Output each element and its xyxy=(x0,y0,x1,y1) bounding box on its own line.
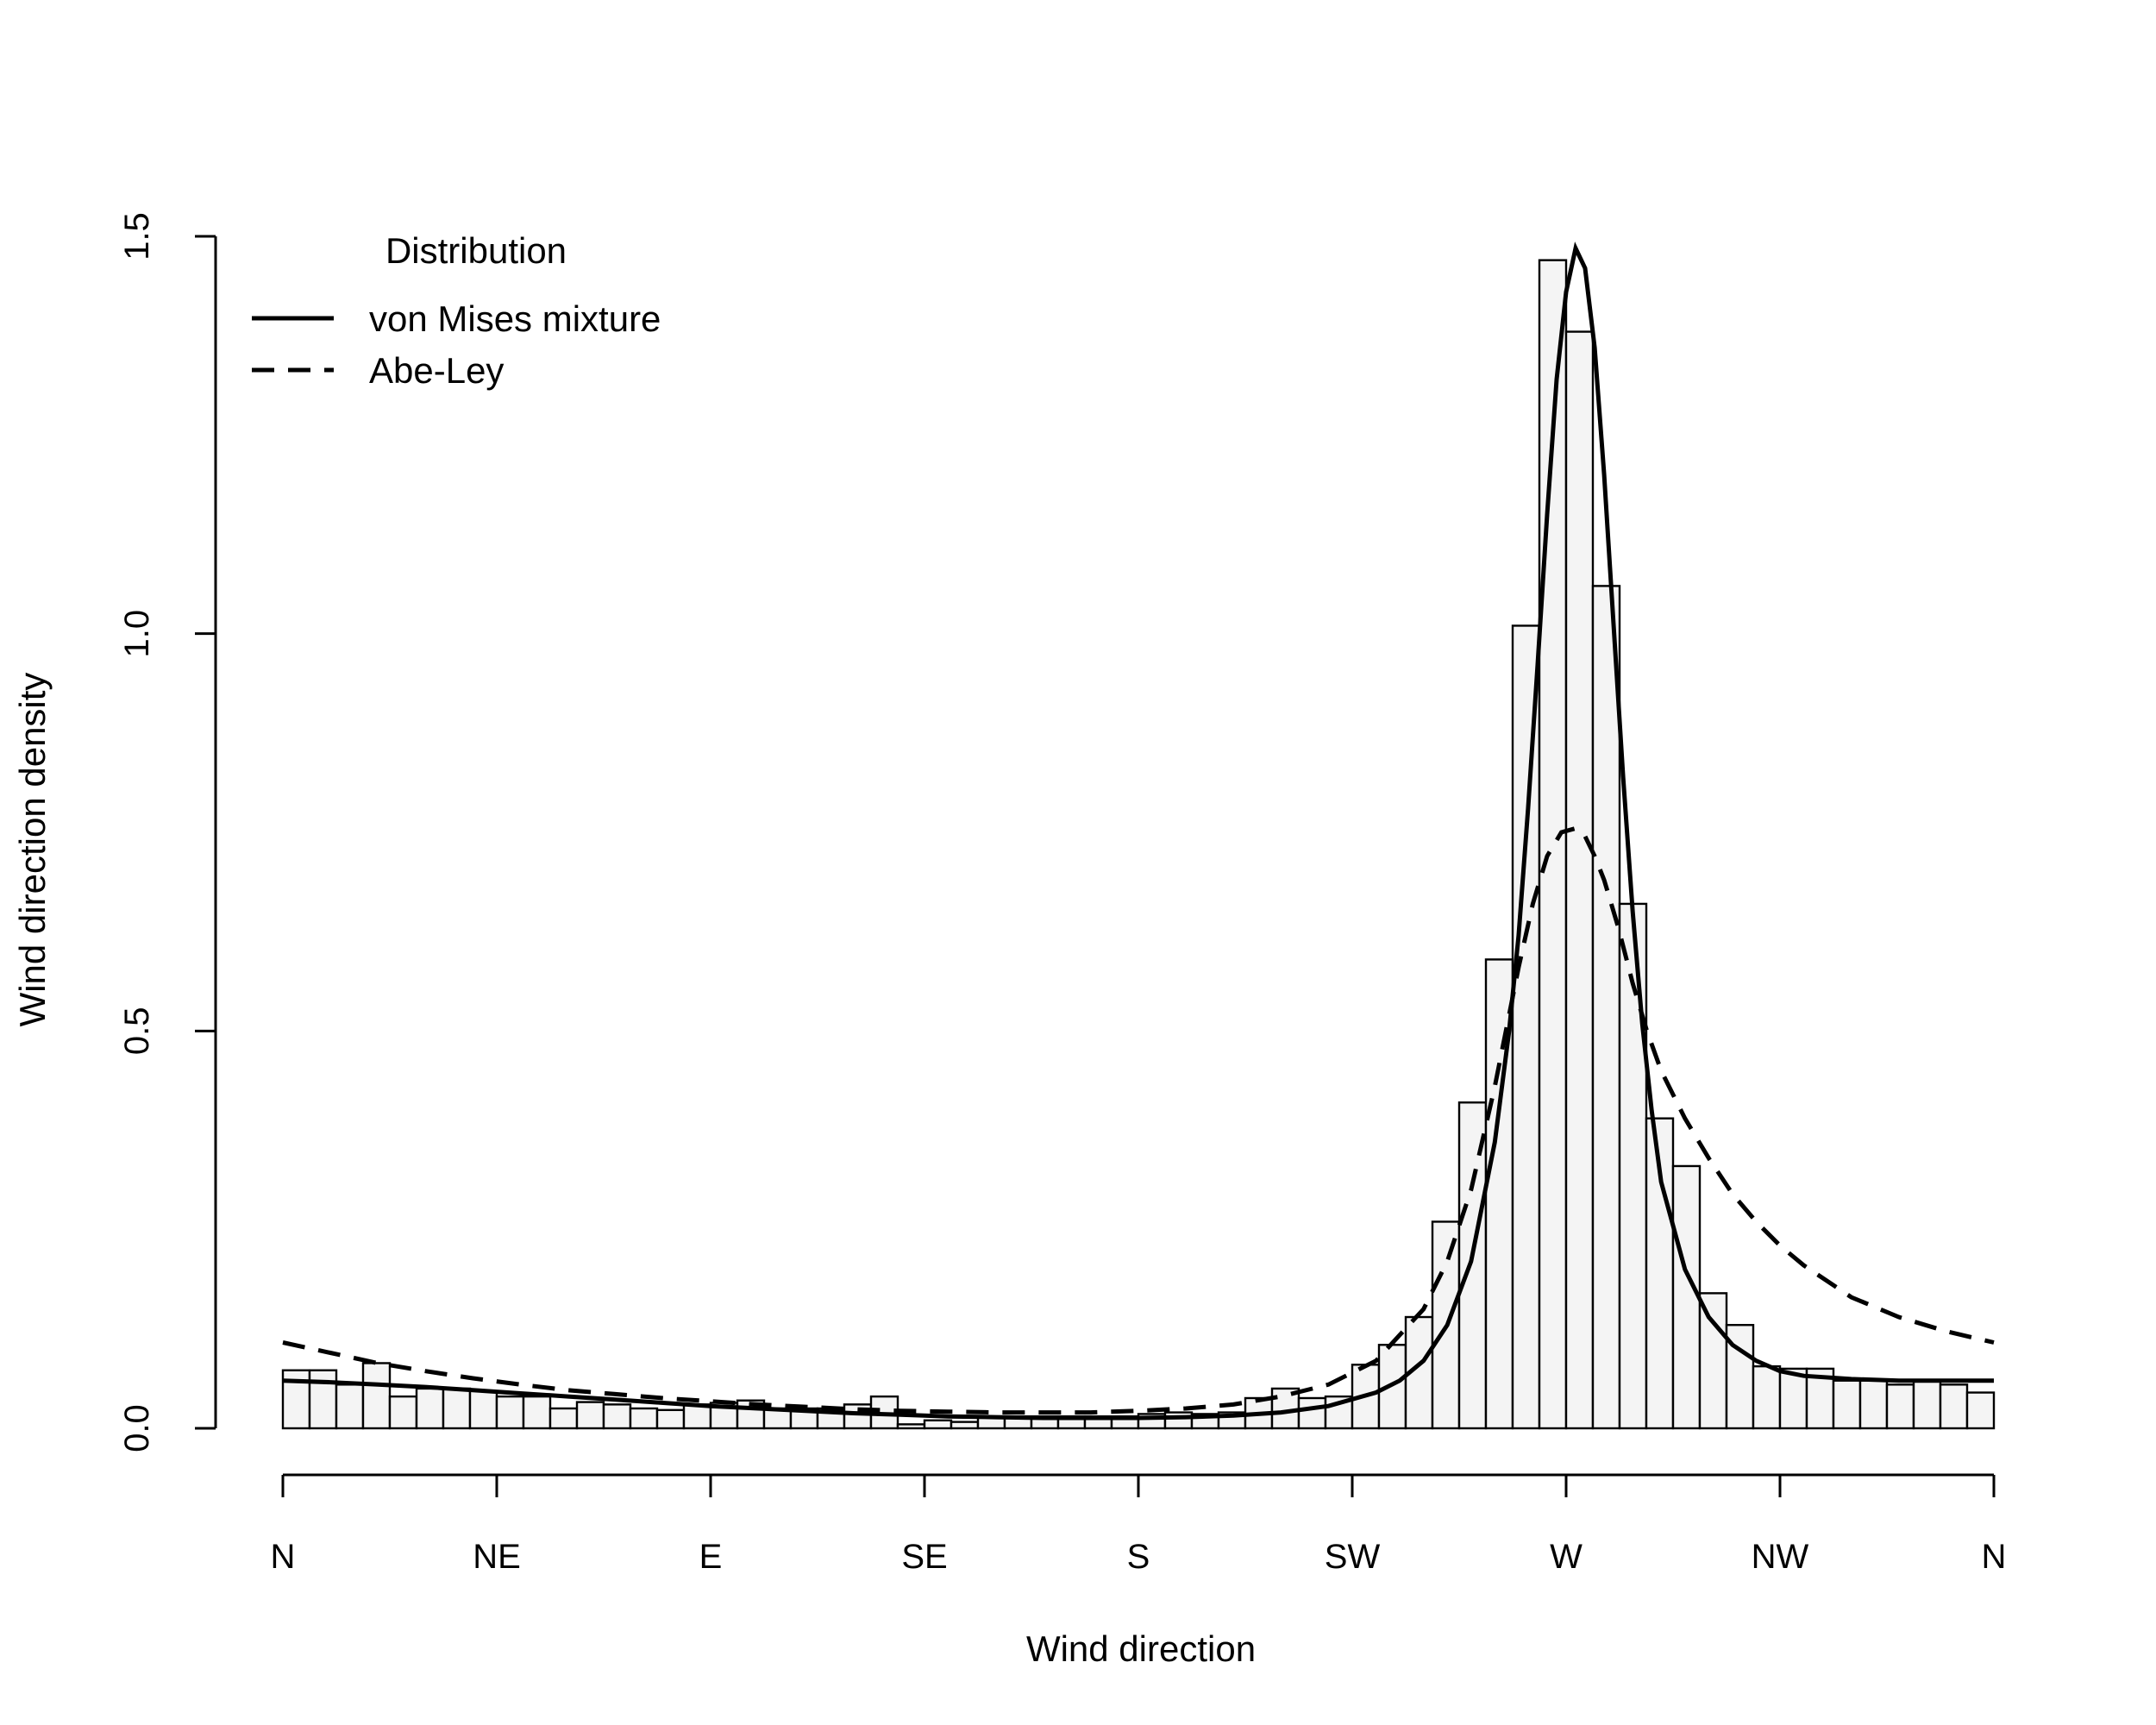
x-axis: N NE E SE S SW W NW N xyxy=(271,1473,2007,1576)
histogram-bar-5 xyxy=(415,1387,445,1430)
series-line-von-mises-mixture xyxy=(282,242,1994,1421)
histogram-bar-25 xyxy=(950,1421,980,1430)
histogram-bar-23 xyxy=(896,1423,926,1430)
histogram-bar-53 xyxy=(1698,1292,1728,1430)
histogram-bar-58 xyxy=(1832,1379,1862,1430)
legend-label-abe-ley: Abe-Ley xyxy=(369,350,504,391)
legend-label-von-mises: von Mises mixture xyxy=(369,298,661,339)
legend: Distribution von Mises mixture Abe-Ley xyxy=(252,230,661,391)
x-tick-label-4: S xyxy=(1127,1538,1150,1576)
x-tick-label-3: SE xyxy=(901,1538,947,1576)
histogram-bar-48 xyxy=(1564,330,1595,1430)
histogram-bar-55 xyxy=(1752,1364,1782,1430)
histogram-bar-49 xyxy=(1591,585,1621,1430)
y-axis: 0.0 0.5 1.0 1.5 xyxy=(118,212,217,1452)
x-tick-label-0: N xyxy=(271,1538,296,1576)
histogram-bar-33 xyxy=(1163,1411,1194,1430)
histogram-bar-15 xyxy=(682,1403,712,1430)
histogram-bar-9 xyxy=(522,1395,552,1430)
y-tick-label-0: 0.0 xyxy=(118,1404,156,1452)
histogram-bar-4 xyxy=(388,1395,418,1430)
histogram-bar-7 xyxy=(468,1389,498,1430)
legend-title: Distribution xyxy=(385,230,567,271)
histogram-bar-60 xyxy=(1885,1383,1915,1430)
histogram-bar-59 xyxy=(1858,1379,1889,1430)
histogram-bar-38 xyxy=(1297,1396,1327,1430)
histogram-bar-24 xyxy=(923,1419,953,1430)
density-curves xyxy=(282,242,1995,1421)
histogram-bar-10 xyxy=(548,1407,579,1430)
histogram-bar-13 xyxy=(629,1407,659,1430)
x-tick-label-6: W xyxy=(1550,1538,1583,1576)
y-axis-title: Wind direction density xyxy=(12,673,53,1027)
histogram-bar-1 xyxy=(308,1369,338,1430)
x-tick-label-5: SW xyxy=(1325,1538,1381,1576)
series-line-abe-ley xyxy=(282,825,1995,1415)
histogram-bar-12 xyxy=(602,1403,632,1430)
histogram-bar-52 xyxy=(1671,1164,1702,1430)
histogram-bar-11 xyxy=(575,1401,605,1430)
x-tick-label-2: E xyxy=(699,1538,723,1576)
x-tick-label-1: NE xyxy=(473,1538,521,1576)
histogram-bar-62 xyxy=(1939,1383,1969,1430)
y-tick-label-3: 1.5 xyxy=(118,212,156,260)
histogram-bars xyxy=(281,259,1996,1430)
histogram-bar-2 xyxy=(335,1383,365,1430)
histogram-bar-14 xyxy=(655,1408,686,1430)
histogram-bar-6 xyxy=(442,1387,472,1430)
histogram-bar-44 xyxy=(1457,1101,1488,1430)
histogram-bar-8 xyxy=(495,1395,525,1430)
histogram-bar-63 xyxy=(1965,1391,1996,1430)
histogram-bar-56 xyxy=(1778,1367,1808,1430)
y-tick-label-2: 1.0 xyxy=(118,610,156,658)
x-tick-label-7: NW xyxy=(1752,1538,1809,1576)
x-axis-title: Wind direction xyxy=(1026,1628,1256,1669)
histogram-bar-46 xyxy=(1511,624,1541,1430)
histogram-bar-61 xyxy=(1912,1379,1942,1430)
y-tick-label-1: 0.5 xyxy=(118,1007,156,1056)
x-tick-label-8: N xyxy=(1982,1538,2007,1576)
histogram-bar-3 xyxy=(361,1362,392,1430)
